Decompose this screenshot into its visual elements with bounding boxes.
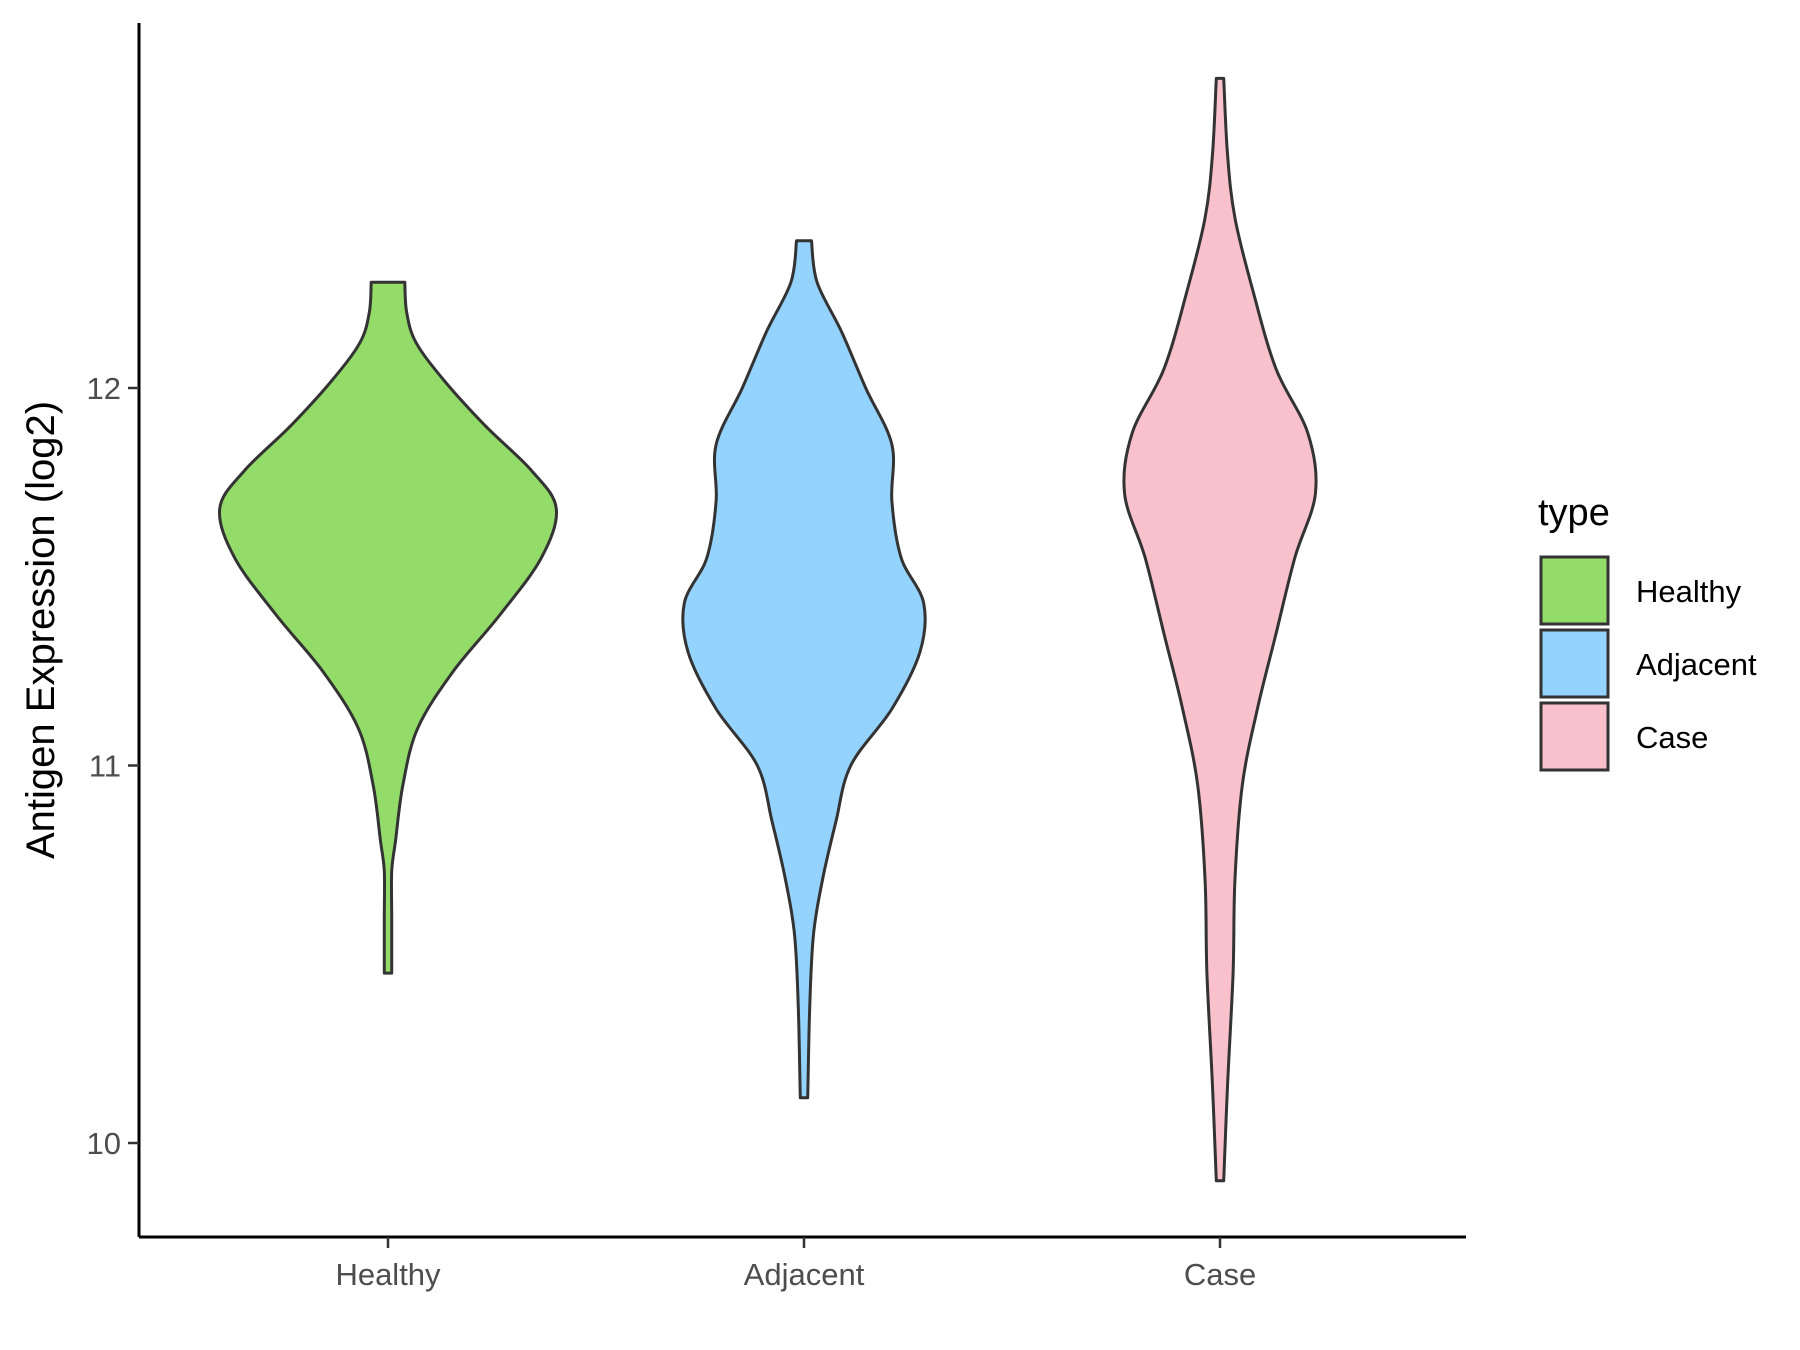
x-tick-label: Adjacent [744, 1257, 865, 1292]
legend: type Healthy Adjacent Case [1538, 492, 1757, 772]
legend-label-healthy: Healthy [1636, 574, 1742, 609]
x-tick-label: Case [1184, 1257, 1256, 1292]
violin-adjacent [681, 239, 927, 1100]
violin-healthy [218, 280, 558, 975]
x-axis-ticks: Healthy Adjacent Case [335, 1237, 1256, 1292]
y-tick-label: 11 [89, 749, 121, 784]
y-tick-label: 12 [87, 371, 121, 406]
legend-label-case: Case [1636, 720, 1708, 755]
x-tick-label: Healthy [335, 1257, 441, 1292]
legend-key-case [1539, 701, 1610, 772]
legend-key-healthy [1539, 555, 1610, 626]
legend-key-adjacent [1539, 628, 1610, 699]
violin-layer [218, 76, 1318, 1183]
y-axis-label: Antigen Expression (log2) [19, 401, 63, 859]
legend-title: type [1538, 492, 1610, 534]
legend-label-adjacent: Adjacent [1636, 647, 1757, 682]
violin-case [1122, 76, 1318, 1183]
y-axis-ticks: 10 11 12 [87, 371, 139, 1161]
y-tick-label: 10 [87, 1126, 121, 1161]
